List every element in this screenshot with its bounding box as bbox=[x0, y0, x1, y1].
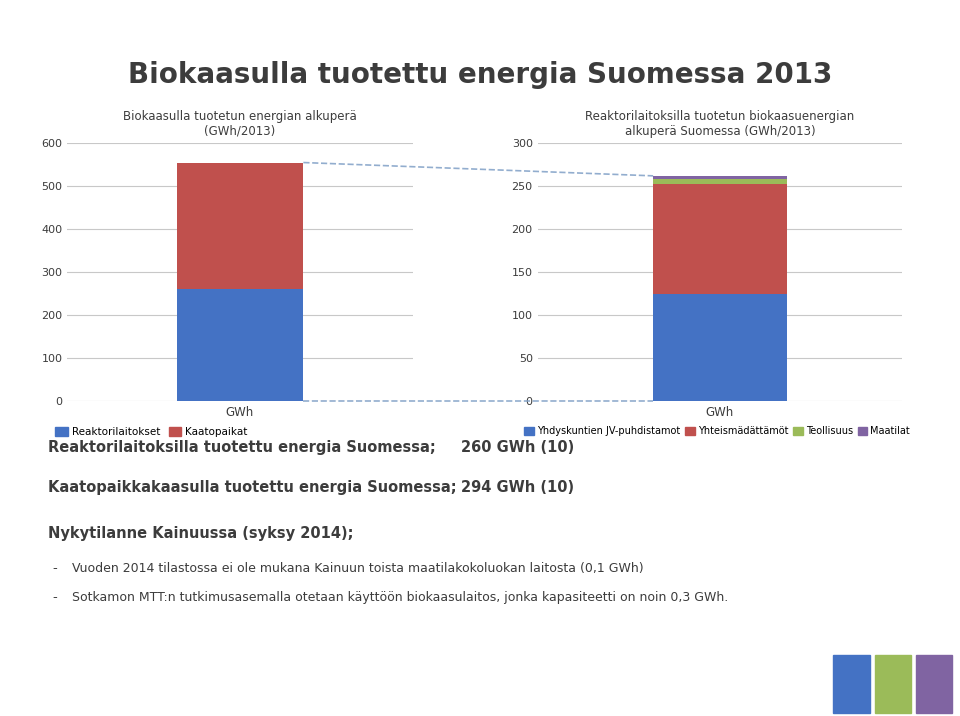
Text: -: - bbox=[53, 591, 58, 604]
Bar bbox=[653, 176, 787, 179]
Text: Sotkamon MTT:n tutkimusasemalla otetaan käyttöön biokaasulaitos, jonka kapasitee: Sotkamon MTT:n tutkimusasemalla otetaan … bbox=[72, 591, 729, 604]
Legend: Yhdyskuntien JV-puhdistamot, Yhteismädättämöt, Teollisuus, Maatilat: Yhdyskuntien JV-puhdistamot, Yhteismädät… bbox=[524, 427, 910, 437]
Text: Biokaasulla tuotettu energia Suomessa 2013: Biokaasulla tuotettu energia Suomessa 20… bbox=[128, 61, 832, 90]
Title: Biokaasulla tuotetun energian alkuperä
(GWh/2013): Biokaasulla tuotetun energian alkuperä (… bbox=[123, 110, 357, 138]
Bar bbox=[653, 183, 787, 294]
Bar bbox=[653, 179, 787, 183]
Text: ● Aluekehityssäätiö: ● Aluekehityssäätiö bbox=[29, 677, 162, 690]
Text: Reaktorilaitoksilla tuotettu energia Suomessa;: Reaktorilaitoksilla tuotettu energia Suo… bbox=[48, 440, 436, 455]
Bar bbox=[833, 654, 870, 713]
Legend: Reaktorilaitokset, Kaatopaikat: Reaktorilaitokset, Kaatopaikat bbox=[55, 427, 248, 437]
Bar bbox=[916, 654, 952, 713]
Text: Biokaasun tuotanto Suomessa: Biokaasun tuotanto Suomessa bbox=[34, 12, 213, 25]
Title: Reaktorilaitoksilla tuotetun biokaasuenergian
alkuperä Suomessa (GWh/2013): Reaktorilaitoksilla tuotetun biokaasuene… bbox=[586, 110, 854, 138]
Text: Vuoden 2014 tilastossa ei ole mukana Kainuun toista maatilakokoluokan laitosta (: Vuoden 2014 tilastossa ei ole mukana Kai… bbox=[72, 562, 643, 575]
Text: -: - bbox=[53, 562, 58, 575]
Bar bbox=[177, 289, 303, 401]
Text: 260 GWh (10): 260 GWh (10) bbox=[461, 440, 574, 455]
Bar bbox=[177, 163, 303, 289]
Bar bbox=[653, 294, 787, 401]
Text: Kaatopaikkakaasulla tuotettu energia Suomessa;: Kaatopaikkakaasulla tuotettu energia Suo… bbox=[48, 480, 457, 495]
Bar bbox=[875, 654, 911, 713]
Text: Nykytilanne Kainuussa (syksy 2014);: Nykytilanne Kainuussa (syksy 2014); bbox=[48, 526, 353, 541]
Text: 294 GWh (10): 294 GWh (10) bbox=[461, 480, 574, 495]
